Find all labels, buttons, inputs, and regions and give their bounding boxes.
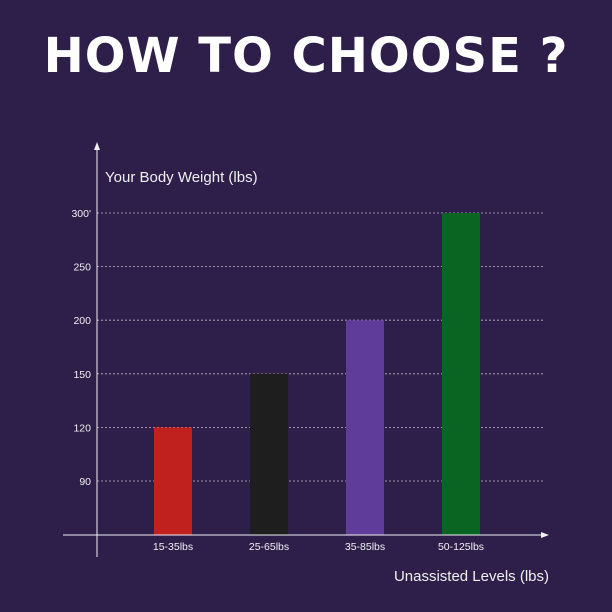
y-axis-arrow-icon bbox=[94, 142, 100, 150]
x-tick-label: 15-35lbs bbox=[153, 541, 193, 553]
y-tick-label: 250 bbox=[73, 262, 91, 274]
x-tick-labels: 15-35lbs 25-65lbs 35-85lbs 50-125lbs bbox=[153, 541, 484, 553]
y-tick-label: 200 bbox=[73, 315, 91, 327]
y-tick-label: 150 bbox=[73, 369, 91, 381]
bar-50-125lbs bbox=[442, 213, 480, 535]
bar-35-85lbs bbox=[346, 320, 384, 535]
y-tick-labels: 90 120 150 200 250 300' bbox=[71, 208, 91, 488]
x-tick-label: 35-85lbs bbox=[345, 541, 385, 553]
x-tick-label: 25-65lbs bbox=[249, 541, 289, 553]
bar-25-65lbs bbox=[250, 373, 288, 535]
x-axis-arrow-icon bbox=[541, 532, 549, 538]
y-tick-label: 90 bbox=[79, 476, 91, 488]
x-tick-label: 50-125lbs bbox=[438, 541, 484, 553]
bar-15-35lbs bbox=[154, 427, 192, 535]
page-title: HOW TO CHOOSE ? bbox=[43, 28, 569, 84]
y-tick-label: 120 bbox=[73, 422, 91, 434]
y-tick-label: 300' bbox=[71, 208, 91, 220]
x-axis-title: Unassisted Levels (lbs) bbox=[394, 568, 549, 585]
y-axis-title: Your Body Weight (lbs) bbox=[105, 169, 258, 186]
bars bbox=[154, 213, 480, 535]
